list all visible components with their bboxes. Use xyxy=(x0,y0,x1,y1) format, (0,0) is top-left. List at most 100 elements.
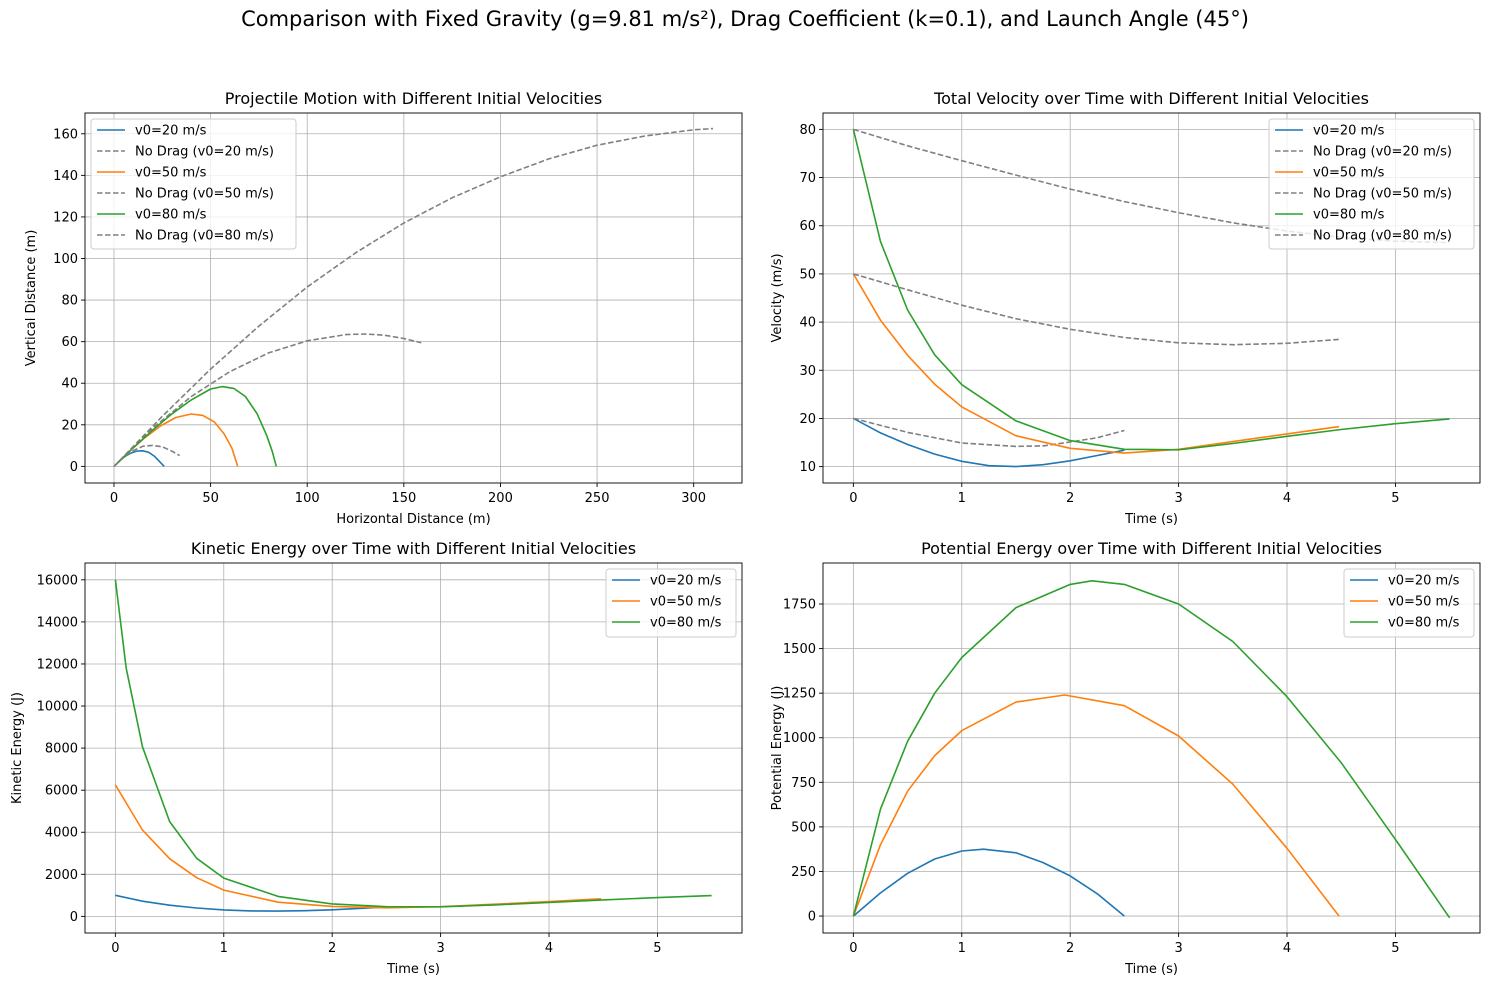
x-axis-label: Time (s) xyxy=(1124,512,1178,527)
y-tick-label: 10 xyxy=(799,460,816,475)
y-tick-label: 500 xyxy=(791,820,816,835)
y-tick-label: 120 xyxy=(53,210,78,225)
chart-panel-1: 0 50 100 150 200 250 300 0 20 40 60 80 100 120 140 160 P… xyxy=(24,89,743,527)
legend-label: No Drag (v0=20 m/s) xyxy=(1313,145,1452,160)
legend-label: No Drag (v0=80 m/s) xyxy=(1313,229,1452,244)
y-tick-label: 0 xyxy=(70,910,78,925)
y-tick-label: 40 xyxy=(799,316,816,331)
series-line-5 xyxy=(113,385,278,467)
chart-panel-2: 0 1 2 3 4 5 10 20 30 40 50 60 70 80 Total Velocity ove… xyxy=(770,89,1481,527)
legend-box xyxy=(90,118,297,250)
legend-label: v0=50 m/s xyxy=(1388,595,1460,610)
x-tick-label: 5 xyxy=(653,941,661,956)
series-line-2 xyxy=(852,694,1340,917)
y-tick-label: 14000 xyxy=(37,615,78,630)
y-tick-label: 160 xyxy=(53,127,78,142)
y-tick-label: 8000 xyxy=(45,742,78,757)
y-tick-label: 0 xyxy=(808,910,816,925)
series-line-2 xyxy=(853,417,1125,448)
x-tick-label: 100 xyxy=(295,491,320,506)
y-tick-label: 40 xyxy=(61,377,78,392)
x-tick-label: 200 xyxy=(488,491,513,506)
x-axis-label: Horizontal Distance (m) xyxy=(336,512,490,527)
x-tick-label: 1 xyxy=(958,941,966,956)
chart-title: Projectile Motion with Different Initial… xyxy=(225,89,602,108)
legend-label: No Drag (v0=80 m/s) xyxy=(135,229,274,244)
series-line-1 xyxy=(115,894,387,912)
x-tick-label: 50 xyxy=(202,491,219,506)
y-tick-label: 6000 xyxy=(45,784,78,799)
legend: v0=20 m/s v0=50 m/s v0=80 m/s xyxy=(1343,568,1475,638)
y-axis-label: Vertical Distance (m) xyxy=(24,230,39,367)
x-tick-label: 5 xyxy=(1391,941,1399,956)
x-tick-label: 0 xyxy=(111,941,119,956)
chart-panel-4: 0 1 2 3 4 5 0 250 500 750 1000 1250 1500 1750 Potentia… xyxy=(770,539,1481,977)
x-tick-label: 0 xyxy=(110,491,118,506)
legend-label: v0=20 m/s xyxy=(135,124,207,139)
legend-label: v0=80 m/s xyxy=(650,616,722,631)
legend-label: v0=20 m/s xyxy=(1388,574,1460,589)
y-tick-label: 140 xyxy=(53,169,78,184)
series-line-3 xyxy=(852,273,1340,454)
y-tick-label: 1750 xyxy=(783,598,816,613)
series-line-5 xyxy=(852,129,1450,451)
legend-label: No Drag (v0=50 m/s) xyxy=(1313,187,1452,202)
legend-label: v0=20 m/s xyxy=(650,574,722,589)
legend-box xyxy=(1268,118,1475,250)
y-tick-label: 16000 xyxy=(37,573,78,588)
series-group xyxy=(114,579,712,912)
series-line-4 xyxy=(113,333,422,467)
legend-label: v0=50 m/s xyxy=(1313,166,1385,181)
series-line-3 xyxy=(114,579,712,908)
x-tick-label: 4 xyxy=(1283,941,1291,956)
legend: v0=20 m/s v0=50 m/s v0=80 m/s xyxy=(605,568,737,638)
y-tick-label: 50 xyxy=(799,267,816,282)
y-tick-label: 80 xyxy=(799,123,816,138)
x-axis-label: Time (s) xyxy=(1124,962,1178,977)
y-tick-label: 2000 xyxy=(45,868,78,883)
y-tick-label: 60 xyxy=(61,335,78,350)
axes-frame xyxy=(822,562,1481,934)
y-axis-label: Potential Energy (J) xyxy=(770,686,785,811)
y-tick-label: 20 xyxy=(61,418,78,433)
series-line-1 xyxy=(853,417,1125,468)
y-tick-label: 20 xyxy=(799,412,816,427)
chart-title: Kinetic Energy over Time with Different … xyxy=(191,539,636,558)
chart-title: Total Velocity over Time with Different … xyxy=(933,89,1369,108)
series-group xyxy=(113,127,714,467)
x-tick-label: 0 xyxy=(849,491,857,506)
legend-label: v0=80 m/s xyxy=(1388,616,1460,631)
series-group xyxy=(852,580,1451,919)
series-line-6 xyxy=(113,127,714,467)
y-tick-label: 80 xyxy=(61,294,78,309)
series-line-1 xyxy=(852,848,1125,917)
x-tick-label: 4 xyxy=(1283,491,1291,506)
y-tick-label: 250 xyxy=(791,865,816,880)
legend-label: v0=80 m/s xyxy=(1313,208,1385,223)
legend-label: No Drag (v0=50 m/s) xyxy=(135,187,274,202)
x-tick-label: 0 xyxy=(849,941,857,956)
legend-label: v0=50 m/s xyxy=(135,166,207,181)
legend-label: v0=50 m/s xyxy=(650,595,722,610)
series-line-4 xyxy=(853,273,1340,346)
x-tick-label: 3 xyxy=(1174,491,1182,506)
x-tick-label: 2 xyxy=(1066,941,1074,956)
x-tick-label: 3 xyxy=(436,941,444,956)
y-tick-label: 30 xyxy=(799,364,816,379)
y-tick-label: 70 xyxy=(799,171,816,186)
y-tick-label: 0 xyxy=(70,460,78,475)
legend-box xyxy=(605,568,737,638)
y-tick-label: 1000 xyxy=(783,731,816,746)
series-line-3 xyxy=(852,580,1451,919)
panels: 0 50 100 150 200 250 300020406080100120140160P… xyxy=(10,89,1481,977)
legend: v0=20 m/s No Drag (v0=20 m/s) v0=50 m/s No … xyxy=(1268,118,1475,250)
x-tick-label: 2 xyxy=(1066,491,1074,506)
figure-title: Comparison with Fixed Gravity (g=9.81 m/… xyxy=(241,7,1249,31)
x-tick-label: 3 xyxy=(1174,941,1182,956)
legend-label: v0=80 m/s xyxy=(135,208,207,223)
x-tick-label: 5 xyxy=(1391,491,1399,506)
legend: v0=20 m/s No Drag (v0=20 m/s) v0=50 m/s No … xyxy=(90,118,297,250)
axes-frame xyxy=(822,112,1481,484)
y-tick-label: 100 xyxy=(53,252,78,267)
